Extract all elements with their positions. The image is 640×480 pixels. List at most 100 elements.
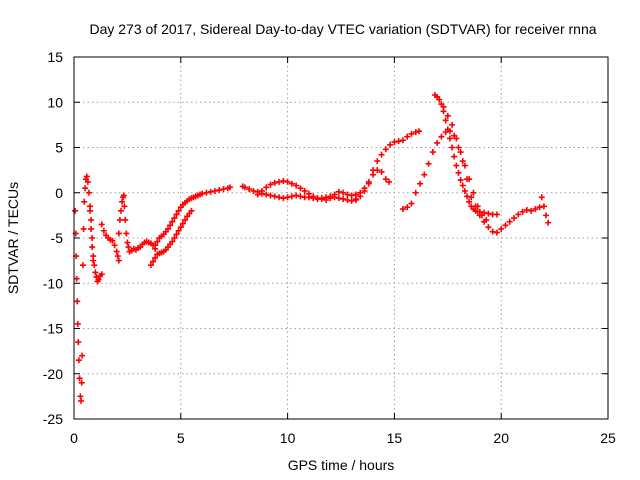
data-point: [502, 222, 509, 229]
data-point: [327, 195, 334, 202]
data-point: [455, 144, 462, 151]
data-point: [81, 198, 88, 205]
data-point: [412, 189, 419, 196]
data-point: [175, 207, 182, 214]
data-point: [528, 207, 535, 214]
data-point: [88, 216, 95, 223]
data-point: [276, 194, 283, 201]
data-point: [92, 269, 99, 276]
y-tick-label: 0: [55, 185, 63, 201]
data-point: [361, 187, 368, 194]
data-point: [207, 188, 214, 195]
data-point: [263, 191, 270, 198]
data-point: [466, 198, 473, 205]
y-tick-label: -25: [43, 411, 63, 427]
data-point: [464, 193, 471, 200]
y-tick-label: -15: [43, 321, 63, 337]
data-point: [365, 180, 372, 187]
data-point: [340, 189, 347, 196]
data-point: [415, 128, 422, 135]
data-point: [382, 176, 389, 183]
data-point: [85, 189, 92, 196]
y-tick-label: -5: [51, 230, 64, 246]
data-point: [459, 182, 466, 189]
data-point: [436, 96, 443, 103]
y-tick-label: -20: [43, 366, 63, 382]
data-point: [523, 206, 530, 213]
data-point: [352, 191, 359, 198]
data-point: [540, 203, 547, 210]
data-point: [340, 196, 347, 203]
data-point: [177, 224, 184, 231]
data-point: [378, 151, 385, 158]
y-tick-labels: -25 -20 -15 -10 -5 0 5 10 15: [43, 49, 63, 427]
data-point: [485, 210, 492, 217]
data-point: [429, 149, 436, 156]
data-point: [408, 200, 415, 207]
data-point: [280, 177, 287, 184]
data-point: [293, 182, 300, 189]
data-point: [461, 187, 468, 194]
data-point: [468, 194, 475, 201]
data-point: [545, 219, 552, 226]
data-point: [87, 207, 94, 214]
data-point: [305, 190, 312, 197]
data-point: [478, 212, 485, 219]
data-point: [399, 137, 406, 144]
y-tick-label: -10: [43, 275, 63, 291]
data-point: [119, 198, 126, 205]
data-point: [408, 130, 415, 137]
data-point: [442, 117, 449, 124]
data-point: [216, 187, 223, 194]
y-tick-label: 10: [47, 94, 63, 110]
data-point: [113, 248, 120, 255]
data-point: [449, 144, 456, 151]
data-point: [453, 135, 460, 142]
data-point: [111, 242, 118, 249]
x-tick-labels: 0 5 10 15 20 25: [70, 430, 616, 446]
data-point: [95, 276, 102, 283]
data-point: [123, 230, 130, 237]
data-point: [318, 196, 325, 203]
data-point: [314, 195, 321, 202]
data-point: [80, 225, 87, 232]
data-point: [120, 192, 127, 199]
data-point: [169, 238, 176, 245]
data-point: [284, 178, 291, 185]
data-point: [152, 242, 159, 249]
data-point: [173, 231, 180, 238]
data-point: [173, 211, 180, 218]
data-point: [78, 397, 85, 404]
data-point: [297, 185, 304, 192]
data-point: [167, 222, 174, 229]
data-point: [387, 141, 394, 148]
data-point: [511, 215, 518, 222]
data-point: [444, 112, 451, 119]
data-point: [293, 192, 300, 199]
x-tick-label: 15: [387, 430, 403, 446]
x-tick-label: 10: [280, 430, 296, 446]
data-point: [344, 196, 351, 203]
data-point: [357, 193, 364, 200]
data-point: [404, 204, 411, 211]
data-point: [335, 195, 342, 202]
data-point: [75, 339, 82, 346]
data-points: [72, 92, 552, 404]
data-point: [276, 178, 283, 185]
data-point: [391, 139, 398, 146]
data-point: [267, 181, 274, 188]
data-point: [254, 191, 261, 198]
data-point: [117, 207, 124, 214]
data-point: [199, 190, 206, 197]
data-point: [203, 189, 210, 196]
data-point: [211, 187, 218, 194]
data-point: [386, 178, 393, 185]
data-point: [301, 187, 308, 194]
data-point: [476, 208, 483, 215]
data-point: [344, 191, 351, 198]
data-point: [417, 180, 424, 187]
data-point: [459, 158, 466, 165]
data-point: [114, 253, 121, 260]
data-point: [179, 220, 186, 227]
data-point: [241, 184, 248, 191]
